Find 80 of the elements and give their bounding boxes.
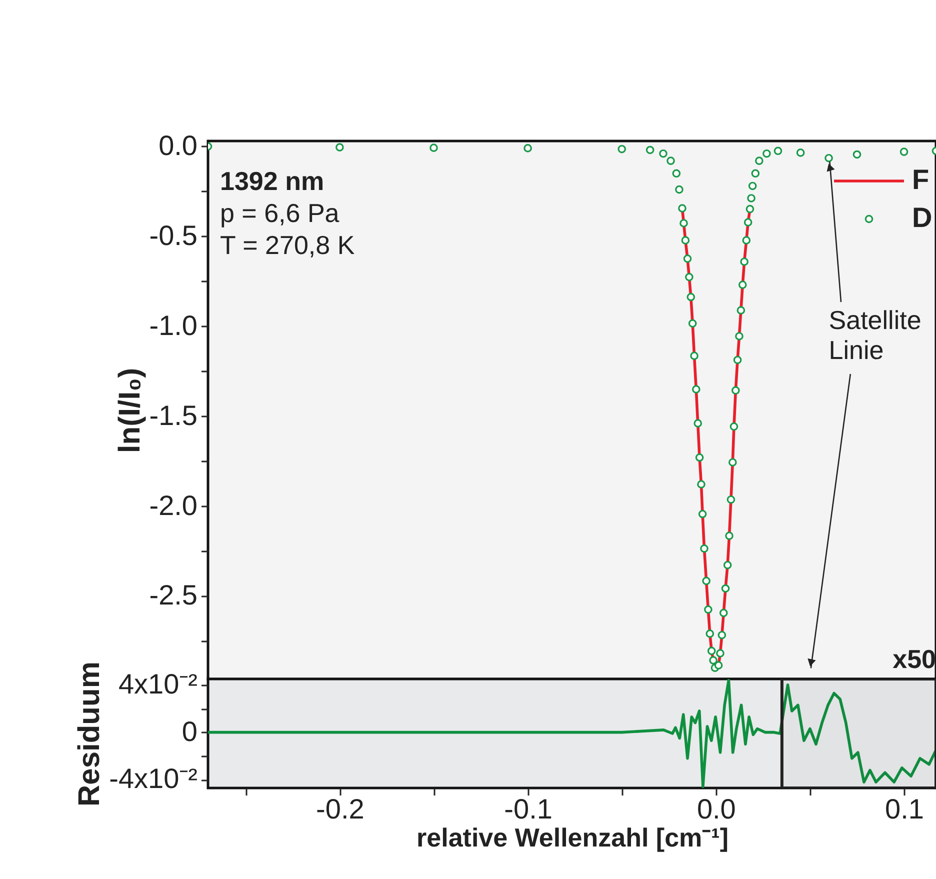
point xyxy=(736,306,746,314)
point xyxy=(735,332,744,340)
point xyxy=(751,169,760,178)
point xyxy=(796,148,805,157)
point xyxy=(707,646,716,656)
point xyxy=(762,149,771,158)
point xyxy=(686,292,696,302)
point xyxy=(678,204,686,212)
y-tick-label: -2.5 xyxy=(149,580,198,611)
point xyxy=(706,630,714,638)
point xyxy=(733,356,742,364)
point xyxy=(721,584,730,593)
legend-label: F xyxy=(912,164,930,195)
point xyxy=(725,532,734,540)
point xyxy=(714,661,723,670)
y-tick-label: 0.0 xyxy=(158,130,198,161)
x-tick-label: -0.2 xyxy=(316,794,364,824)
legend-label: D xyxy=(912,202,932,233)
point xyxy=(659,149,668,158)
y-axis-title: ln(I/I₀) xyxy=(113,368,146,454)
x-axis-title: relative Wellenzahl [cm⁻¹] xyxy=(416,822,728,852)
point xyxy=(683,254,692,263)
point xyxy=(666,156,675,165)
y-tick-label: -0.5 xyxy=(149,220,198,251)
point xyxy=(738,280,747,289)
point xyxy=(774,146,782,156)
y-tick-label: -1.5 xyxy=(149,400,198,431)
point xyxy=(697,480,706,488)
y-tick-label: 4x10⁻² xyxy=(118,668,198,700)
point xyxy=(672,169,681,178)
point xyxy=(694,419,702,428)
point xyxy=(618,144,626,154)
point xyxy=(740,258,748,266)
point xyxy=(747,194,756,202)
point xyxy=(524,144,532,152)
annotation: 1392 nm xyxy=(220,166,324,196)
point xyxy=(690,352,698,360)
y-axis-title: Residuum xyxy=(73,661,106,807)
point xyxy=(336,143,344,152)
point xyxy=(748,182,757,190)
y-tick-label: -1.0 xyxy=(149,310,198,341)
point xyxy=(688,319,697,328)
point xyxy=(718,630,726,640)
point xyxy=(900,148,908,156)
point xyxy=(728,458,737,467)
point xyxy=(723,560,732,570)
point xyxy=(746,204,754,214)
point xyxy=(680,219,688,228)
point xyxy=(719,608,728,618)
point xyxy=(852,150,862,159)
point xyxy=(646,146,654,154)
point xyxy=(742,236,751,244)
y-tick-label: -2.0 xyxy=(149,490,198,521)
point xyxy=(744,218,752,226)
point xyxy=(709,656,718,664)
x-tick-label: -0.1 xyxy=(504,794,552,824)
point xyxy=(704,605,712,614)
annotation: p = 6,6 Pa xyxy=(220,198,340,228)
point xyxy=(681,236,690,244)
point xyxy=(675,185,684,194)
point xyxy=(692,385,700,394)
point xyxy=(824,154,833,162)
point xyxy=(726,495,736,504)
point xyxy=(700,544,708,553)
point xyxy=(702,576,710,586)
point xyxy=(732,386,740,395)
x-tick-label: 0.1 xyxy=(885,794,924,824)
x-tick-label: 0.0 xyxy=(696,794,736,824)
point xyxy=(430,144,438,152)
point xyxy=(755,156,764,165)
point xyxy=(698,510,707,518)
band-label: x50 xyxy=(892,644,936,674)
point xyxy=(730,422,738,431)
point xyxy=(695,453,704,462)
y-tick-label: 0 xyxy=(182,716,198,747)
y-tick-label: -4x10⁻² xyxy=(109,763,198,794)
point xyxy=(685,272,694,282)
annotation: T = 270,8 K xyxy=(220,230,356,260)
annotation: Satellite Linie xyxy=(828,305,922,366)
point xyxy=(716,649,724,658)
